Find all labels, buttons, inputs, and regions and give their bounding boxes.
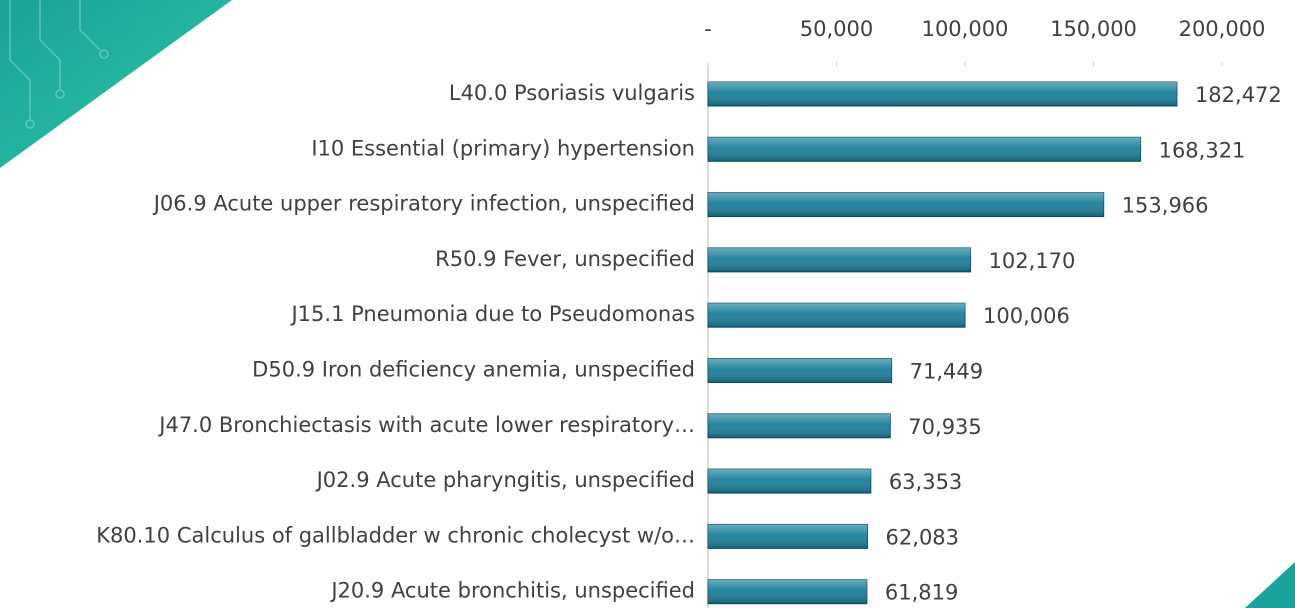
x-tick-label: 200,000: [1179, 17, 1266, 41]
bar-shine: [708, 358, 892, 383]
circuit-pattern: [9, 0, 109, 129]
category-label: K80.10 Calculus of gallbladder w chronic…: [96, 523, 695, 547]
category-label: J06.9 Acute upper respiratory infection,…: [152, 192, 695, 216]
value-label: 168,321: [1159, 138, 1246, 162]
category-label: I10 Essential (primary) hypertension: [311, 136, 695, 160]
bar-shine: [708, 469, 871, 494]
bar-shine: [708, 579, 867, 604]
bar-shine: [708, 247, 971, 272]
bar-shine: [708, 524, 868, 549]
value-label: 100,006: [983, 304, 1070, 328]
bar-shine: [708, 137, 1141, 162]
decoration: [1245, 562, 1295, 608]
x-tick-label: -: [704, 17, 712, 41]
x-tick-label: 100,000: [922, 17, 1009, 41]
bar-shine: [708, 192, 1104, 217]
category-label: L40.0 Psoriasis vulgaris: [449, 81, 695, 105]
x-tick-label: 50,000: [800, 17, 873, 41]
bar-shine: [708, 413, 891, 438]
value-label: 102,170: [989, 249, 1076, 273]
decoration: [0, 0, 232, 168]
value-label: 62,083: [886, 525, 959, 549]
category-label: J15.1 Pneumonia due to Pseudomonas: [289, 302, 695, 326]
value-label: 70,935: [908, 415, 981, 439]
value-label: 61,819: [885, 581, 958, 605]
category-label: J20.9 Acute bronchitis, unspecified: [329, 579, 695, 603]
value-label: 63,353: [889, 470, 962, 494]
value-label: 71,449: [910, 360, 983, 384]
category-label: D50.9 Iron deficiency anemia, unspecifie…: [252, 358, 695, 382]
value-label: 153,966: [1122, 194, 1209, 218]
category-label: J47.0 Bronchiectasis with acute lower re…: [157, 413, 695, 437]
bar-shine: [708, 303, 966, 328]
x-tick-label: 150,000: [1050, 17, 1137, 41]
category-label: J02.9 Acute pharyngitis, unspecified: [315, 468, 695, 492]
value-label: 182,472: [1195, 83, 1282, 107]
category-label: R50.9 Fever, unspecified: [435, 247, 695, 271]
bar-shine: [708, 82, 1177, 106]
